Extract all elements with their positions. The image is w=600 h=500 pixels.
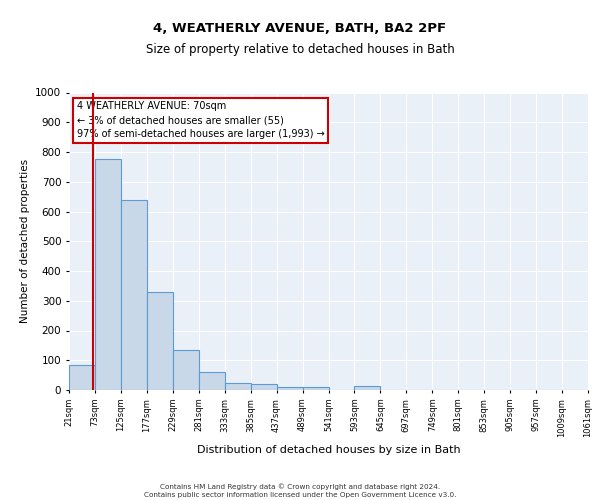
Text: 4 WEATHERLY AVENUE: 70sqm
← 3% of detached houses are smaller (55)
97% of semi-d: 4 WEATHERLY AVENUE: 70sqm ← 3% of detach… [77, 102, 325, 140]
Bar [224, 382, 251, 390]
X-axis label: Distribution of detached houses by size in Bath: Distribution of detached houses by size … [197, 445, 460, 455]
Text: Contains HM Land Registry data © Crown copyright and database right 2024.
Contai: Contains HM Land Registry data © Crown c… [144, 484, 456, 498]
Bar [302, 387, 329, 390]
Y-axis label: Number of detached properties: Number of detached properties [20, 159, 29, 324]
Bar [69, 364, 95, 390]
Bar [199, 372, 224, 390]
Text: Size of property relative to detached houses in Bath: Size of property relative to detached ho… [146, 42, 454, 56]
Bar [121, 200, 147, 390]
Bar [95, 160, 121, 390]
Bar [173, 350, 199, 390]
Bar [251, 384, 277, 390]
Text: 4, WEATHERLY AVENUE, BATH, BA2 2PF: 4, WEATHERLY AVENUE, BATH, BA2 2PF [154, 22, 446, 36]
Bar [277, 386, 302, 390]
Bar [355, 386, 380, 390]
Bar [147, 292, 173, 390]
